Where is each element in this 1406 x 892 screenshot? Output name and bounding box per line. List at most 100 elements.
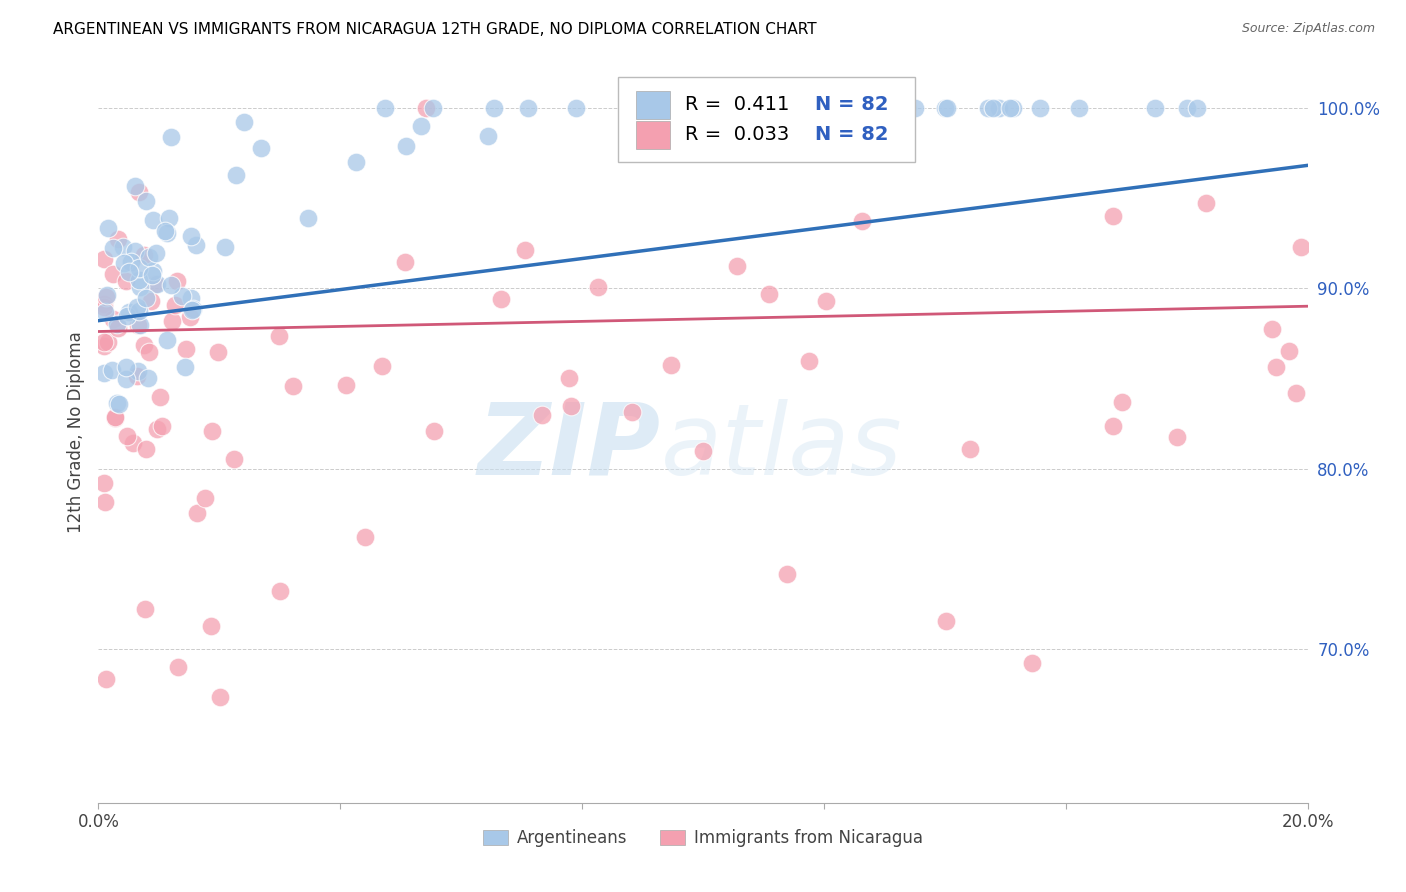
Point [105, 396, 128, 410]
Point [181, 303, 204, 318]
Point [132, 248, 155, 262]
Point [135, 442, 157, 456]
Text: ZIP: ZIP [478, 399, 661, 496]
Point [179, 310, 201, 324]
Point [135, 292, 157, 306]
Point [1289, 240, 1312, 254]
Point [530, 408, 553, 422]
Point [174, 359, 197, 374]
Point [1261, 322, 1284, 336]
Point [394, 255, 416, 269]
Point [1285, 386, 1308, 401]
Point [214, 240, 236, 254]
Point [118, 304, 141, 318]
Point [165, 298, 187, 312]
Point [128, 304, 150, 318]
Point [145, 246, 167, 260]
Point [1029, 101, 1052, 115]
Point [149, 390, 172, 404]
Point [181, 302, 204, 317]
Point [145, 422, 167, 436]
Point [659, 358, 682, 372]
Point [482, 101, 505, 115]
Point [155, 224, 177, 238]
Point [97, 221, 120, 235]
Point [103, 312, 125, 326]
Point [565, 101, 588, 115]
Point [558, 371, 581, 385]
Point [93, 252, 115, 266]
Point [588, 280, 610, 294]
Point [1067, 101, 1090, 115]
Point [1195, 196, 1218, 211]
Point [94, 290, 117, 304]
Point [267, 328, 290, 343]
Point [104, 411, 127, 425]
FancyBboxPatch shape [619, 78, 915, 162]
Point [936, 101, 959, 115]
Point [108, 397, 131, 411]
Point [222, 452, 245, 467]
Point [269, 583, 291, 598]
Point [114, 274, 136, 288]
Point [129, 318, 152, 333]
Point [180, 229, 202, 244]
Point [1278, 344, 1301, 359]
Point [283, 379, 305, 393]
Point [799, 354, 821, 368]
Point [1021, 657, 1043, 671]
Point [93, 300, 115, 314]
Point [107, 232, 129, 246]
Point [477, 129, 499, 144]
Point [128, 260, 150, 275]
Point [621, 405, 644, 419]
Point [96, 288, 118, 302]
Bar [637, 91, 671, 119]
Point [517, 101, 540, 115]
Point [250, 141, 273, 155]
Point [904, 101, 927, 115]
Point [142, 264, 165, 278]
Point [851, 213, 873, 227]
Point [128, 280, 150, 294]
Point [172, 289, 194, 303]
Point [101, 241, 124, 255]
Point [142, 213, 165, 227]
Y-axis label: 12th Grade, No Diploma: 12th Grade, No Diploma [66, 332, 84, 533]
Point [758, 286, 780, 301]
Point [115, 359, 138, 374]
Point [422, 101, 444, 115]
Point [395, 138, 418, 153]
Point [637, 101, 659, 115]
Point [814, 294, 837, 309]
Point [988, 101, 1011, 115]
Point [415, 101, 437, 115]
Point [124, 244, 146, 259]
Point [135, 194, 157, 208]
Point [180, 292, 202, 306]
Point [145, 277, 167, 292]
Point [976, 101, 998, 115]
Bar [637, 121, 671, 149]
Point [233, 115, 256, 129]
Point [733, 101, 755, 115]
Text: Source: ZipAtlas.com: Source: ZipAtlas.com [1241, 22, 1375, 36]
Point [156, 333, 179, 347]
Point [998, 101, 1021, 115]
Point [93, 335, 115, 350]
Point [1265, 359, 1288, 374]
Point [118, 265, 141, 279]
Point [115, 310, 138, 324]
Point [959, 442, 981, 456]
Point [125, 369, 148, 384]
Point [127, 364, 149, 378]
Point [107, 321, 129, 335]
Point [105, 317, 128, 331]
Point [101, 267, 124, 281]
Point [134, 602, 156, 616]
Point [127, 300, 149, 314]
Point [159, 130, 181, 145]
Point [111, 240, 134, 254]
Point [156, 226, 179, 240]
Point [114, 372, 136, 386]
